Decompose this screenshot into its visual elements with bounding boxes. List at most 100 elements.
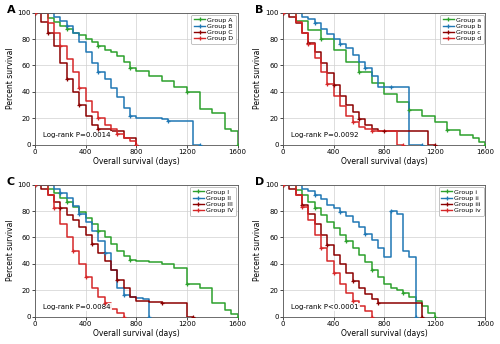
Group iii <box>350 279 356 283</box>
Group i <box>426 311 432 315</box>
Group B <box>96 70 102 74</box>
Legend: Group i, Group ii, Group iii, Group iv: Group i, Group ii, Group iii, Group iv <box>438 187 484 216</box>
Group III <box>70 218 76 223</box>
Group a <box>419 114 425 118</box>
Group I <box>171 266 177 270</box>
Line: Group ii: Group ii <box>283 185 416 316</box>
Group B <box>171 119 177 123</box>
Group i <box>324 219 330 224</box>
Group iv <box>299 205 305 209</box>
Group c <box>406 129 412 133</box>
Group iv <box>350 299 356 303</box>
Group III <box>108 268 114 272</box>
Group A <box>134 69 140 73</box>
Group III <box>89 242 95 246</box>
Group III <box>64 213 70 217</box>
Group B <box>108 86 114 90</box>
Group a <box>343 60 349 64</box>
Group d <box>400 142 406 147</box>
Group III <box>76 225 82 229</box>
Group IV <box>64 235 70 239</box>
Group B <box>146 116 152 120</box>
Text: Log-rank P<0.0001: Log-rank P<0.0001 <box>291 304 358 310</box>
Group C <box>108 129 114 133</box>
Group B <box>134 116 140 120</box>
Group ii <box>324 203 330 207</box>
Group ii <box>413 314 419 319</box>
Group iii <box>368 297 374 301</box>
Group I <box>196 286 202 290</box>
Group B <box>58 19 64 23</box>
Group b <box>343 46 349 51</box>
Group IV <box>89 286 95 290</box>
Group i <box>305 200 311 204</box>
Group a <box>457 133 463 137</box>
Legend: Group A, Group B, Group C, Group D: Group A, Group B, Group C, Group D <box>192 15 236 44</box>
Group A <box>222 127 228 131</box>
Group I <box>70 205 76 209</box>
Group II <box>134 296 140 300</box>
Group d <box>330 94 336 98</box>
Group D <box>134 142 140 147</box>
Group I <box>234 314 240 319</box>
Group B <box>120 106 126 110</box>
Group B <box>190 142 196 147</box>
Group iii <box>330 252 336 257</box>
Group II <box>76 212 82 216</box>
Group d <box>375 129 381 133</box>
Group II <box>146 314 152 319</box>
Group A <box>171 85 177 89</box>
Group d <box>324 82 330 86</box>
Line: Group A: Group A <box>35 13 237 144</box>
Group d <box>280 11 286 15</box>
Line: Group D: Group D <box>35 13 136 144</box>
Group D <box>32 11 38 15</box>
Group A <box>76 33 82 37</box>
Group III <box>171 301 177 305</box>
Group B <box>89 61 95 65</box>
Group c <box>286 15 292 19</box>
Group B <box>165 119 171 123</box>
Group I <box>134 259 140 263</box>
Group iii <box>280 183 286 187</box>
Group D <box>82 99 88 103</box>
Group IV <box>108 307 114 311</box>
X-axis label: Overall survival (days): Overall survival (days) <box>93 330 180 338</box>
Group B <box>184 119 190 123</box>
Group b <box>318 26 324 31</box>
Group iii <box>286 187 292 191</box>
Group I <box>89 222 95 226</box>
Group a <box>368 80 374 85</box>
Group a <box>292 19 298 23</box>
Group ii <box>337 211 343 215</box>
Group d <box>299 31 305 35</box>
Group I <box>184 281 190 286</box>
Group b <box>375 85 381 89</box>
Group III <box>102 259 107 263</box>
Group II <box>44 183 51 187</box>
Group b <box>394 85 400 89</box>
Group d <box>381 129 387 133</box>
Group d <box>350 120 356 124</box>
Group iv <box>337 281 343 286</box>
Group iv <box>324 259 330 263</box>
Group b <box>299 15 305 19</box>
Group a <box>444 128 450 132</box>
Group d <box>362 127 368 131</box>
Group A <box>127 66 133 70</box>
Group IV <box>32 183 38 187</box>
Group i <box>343 239 349 244</box>
Group iv <box>292 193 298 197</box>
Group iii <box>375 301 381 305</box>
Group a <box>330 47 336 52</box>
Group b <box>330 37 336 41</box>
Group ii <box>299 187 305 191</box>
Group iv <box>280 183 286 187</box>
Group II <box>108 268 114 272</box>
Group III <box>127 295 133 299</box>
Group a <box>356 70 362 74</box>
Group iii <box>381 301 387 305</box>
Group III <box>190 314 196 319</box>
Group D <box>51 31 57 35</box>
Group ii <box>343 214 349 218</box>
